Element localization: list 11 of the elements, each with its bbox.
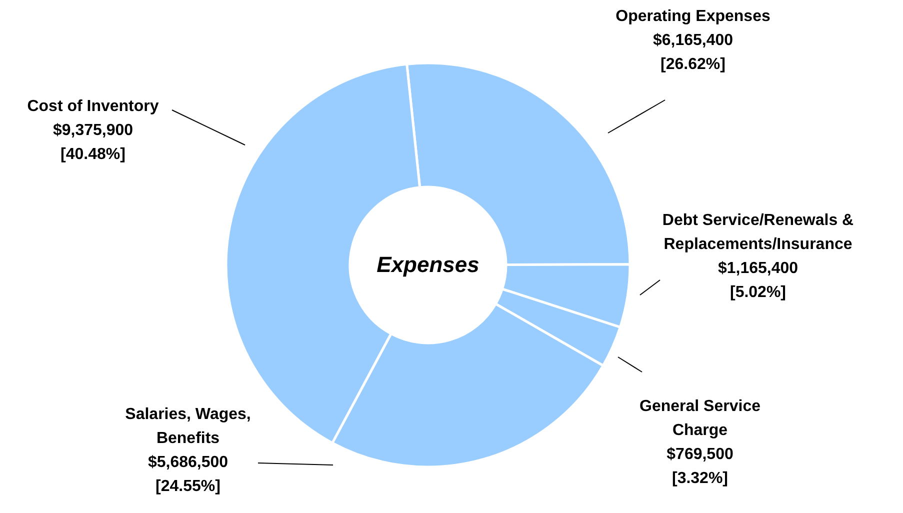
slice-label: Cost of Inventory (27, 98, 159, 115)
slice-label: Debt Service/Renewals & Replacements/Insurance (662, 212, 854, 253)
data-label: $1,165,400 [5.02%] (718, 260, 798, 301)
slice-label: Salaries, Wages, Benefits (125, 406, 251, 447)
text: Expenses (376, 252, 480, 277)
data-label: $6,165,400 [26.62%] (652, 32, 734, 73)
data-label: $769,500 [3.32%] (666, 446, 734, 487)
data-label: $5,686,500 [24.55%] (148, 454, 228, 495)
slice-label: Operating Expenses (616, 8, 770, 25)
slice-label: General Service Charge (640, 398, 761, 439)
data-label: $9,375,900 [40.48%] (52, 122, 134, 163)
